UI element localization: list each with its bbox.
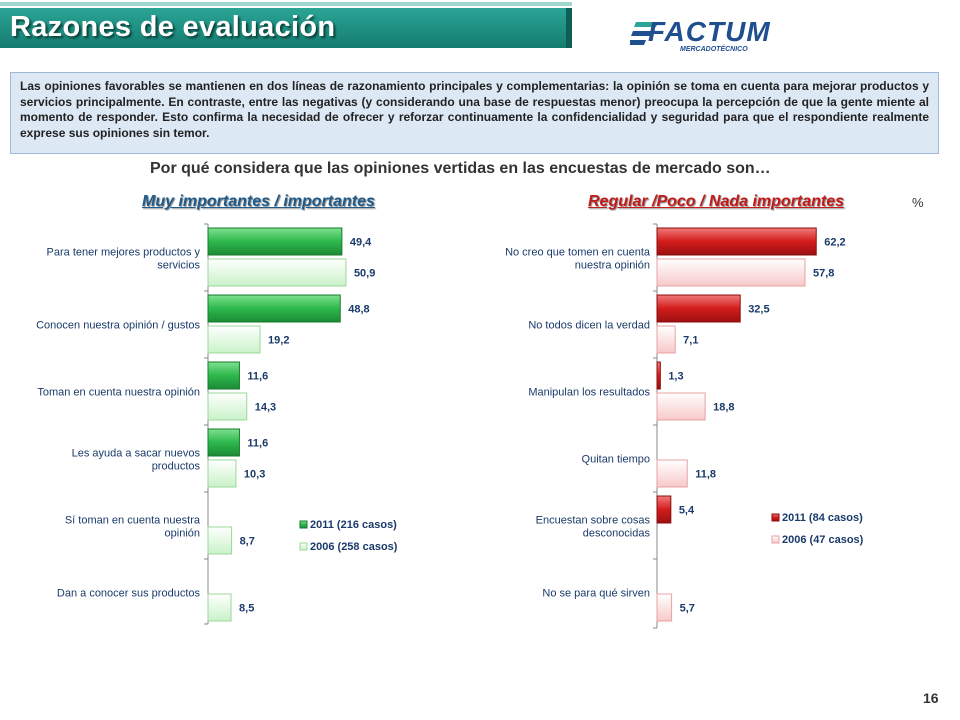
pos-value-label: 50,9 bbox=[354, 268, 375, 280]
pos-category-label: servicios bbox=[157, 260, 200, 272]
pos-category-label: Les ayuda a sacar nuevos bbox=[72, 448, 201, 460]
pos-value-label: 8,7 bbox=[240, 536, 255, 548]
neg-value-label: 32,5 bbox=[748, 304, 769, 316]
neg-bar-2006 bbox=[656, 325, 676, 354]
pos-bar-2011 bbox=[207, 428, 240, 457]
neg-value-label: 62,2 bbox=[824, 237, 845, 249]
neg-value-label: 18,8 bbox=[713, 402, 734, 414]
pos-bar-2006 bbox=[207, 526, 233, 555]
survey-question: Por qué considera que las opiniones vert… bbox=[150, 160, 771, 177]
neg-category-label: Quitan tiempo bbox=[582, 454, 650, 466]
pos-category-label: Dan a conocer sus productos bbox=[57, 588, 201, 600]
unit-label: % bbox=[912, 195, 924, 210]
neg-legend-swatch bbox=[771, 535, 780, 544]
pos-value-label: 11,6 bbox=[247, 438, 268, 450]
neg-value-label: 1,3 bbox=[668, 371, 683, 383]
pos-category-label: Toman en cuenta nuestra opinión bbox=[37, 387, 200, 399]
pos-bar-2006 bbox=[207, 593, 232, 622]
pos-value-label: 11,6 bbox=[247, 371, 268, 383]
neg-bar-2011 bbox=[656, 227, 817, 256]
neg-legend-label: 2006 (47 casos) bbox=[782, 534, 864, 546]
neg-legend-swatch bbox=[771, 513, 780, 522]
pos-value-label: 8,5 bbox=[239, 603, 254, 615]
pos-legend-label: 2006 (258 casos) bbox=[310, 541, 398, 553]
neg-value-label: 5,4 bbox=[679, 505, 695, 517]
pos-bar-2006 bbox=[207, 459, 237, 488]
pos-category-label: Sí toman en cuenta nuestra bbox=[65, 515, 201, 527]
pos-category-label: opinión bbox=[165, 528, 200, 540]
pos-bar-2011 bbox=[207, 294, 341, 323]
neg-value-label: 7,1 bbox=[683, 335, 698, 347]
chart-title-positive: Muy importantes / importantes bbox=[142, 193, 375, 210]
pos-legend-label: 2011 (216 casos) bbox=[310, 519, 397, 531]
pos-value-label: 19,2 bbox=[268, 335, 289, 347]
neg-bar-2006 bbox=[656, 392, 706, 421]
pos-legend-swatch bbox=[299, 520, 308, 529]
neg-category-label: No se para qué sirven bbox=[542, 588, 650, 600]
logo-text: FACTUM bbox=[648, 16, 771, 47]
neg-bar-2011 bbox=[656, 495, 672, 524]
pos-bar-2006 bbox=[207, 258, 347, 287]
title-bar: Razones de evaluación bbox=[0, 2, 572, 48]
intro-text: Las opiniones favorables se mantienen en… bbox=[20, 79, 929, 140]
neg-bar-2011 bbox=[656, 294, 741, 323]
page-title: Razones de evaluación bbox=[10, 11, 336, 43]
intro-box: Las opiniones favorables se mantienen en… bbox=[10, 72, 939, 154]
neg-category-label: No creo que tomen en cuenta bbox=[505, 247, 651, 259]
pos-bar-2006 bbox=[207, 325, 261, 354]
factum-logo: FACTUM MERCADOTÉCNICO bbox=[628, 14, 828, 58]
neg-bar-2006 bbox=[656, 459, 688, 488]
neg-legend-label: 2011 (84 casos) bbox=[782, 512, 863, 524]
pos-category-label: Conocen nuestra opinión / gustos bbox=[36, 320, 200, 332]
pos-category-label: productos bbox=[152, 461, 201, 473]
pos-value-label: 10,3 bbox=[244, 469, 265, 481]
neg-bar-2006 bbox=[656, 593, 673, 622]
pos-legend-swatch bbox=[299, 542, 308, 551]
pos-value-label: 48,8 bbox=[348, 304, 369, 316]
neg-value-label: 11,8 bbox=[695, 469, 716, 481]
neg-category-label: Manipulan los resultados bbox=[528, 387, 650, 399]
pos-bar-2011 bbox=[207, 227, 343, 256]
pos-category-label: Para tener mejores productos y bbox=[47, 247, 201, 259]
logo-subtext: MERCADOTÉCNICO bbox=[680, 46, 748, 53]
neg-category-label: Encuestan sobre cosas bbox=[536, 515, 651, 527]
pos-bar-2006 bbox=[207, 392, 248, 421]
neg-value-label: 5,7 bbox=[680, 603, 695, 615]
chart-title-negative: Regular /Poco / Nada importantes bbox=[588, 193, 845, 210]
neg-bar-2011 bbox=[656, 361, 661, 390]
pos-value-label: 49,4 bbox=[350, 237, 372, 249]
page-number: 16 bbox=[923, 690, 939, 706]
neg-value-label: 57,8 bbox=[813, 268, 834, 280]
neg-category-label: No todos dicen la verdad bbox=[528, 320, 650, 332]
neg-category-label: desconocidas bbox=[583, 528, 651, 540]
pos-bar-2011 bbox=[207, 361, 240, 390]
neg-bar-2006 bbox=[656, 258, 806, 287]
factum-logo-mark-icon bbox=[630, 22, 658, 45]
neg-category-label: nuestra opinión bbox=[575, 260, 650, 272]
pos-value-label: 14,3 bbox=[255, 402, 276, 414]
